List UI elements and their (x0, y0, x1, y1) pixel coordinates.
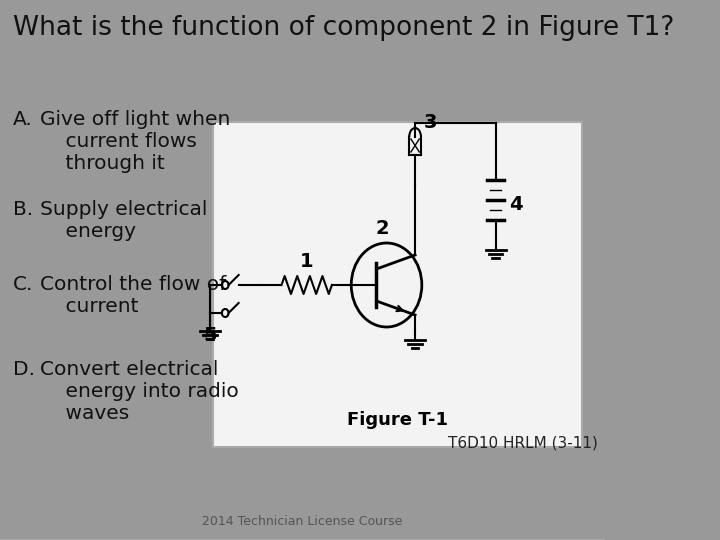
Text: Give off light when
    current flows
    through it: Give off light when current flows throug… (40, 110, 230, 173)
Text: 4: 4 (509, 195, 523, 214)
Text: Figure T-1: Figure T-1 (347, 411, 448, 429)
Text: Supply electrical
    energy: Supply electrical energy (40, 200, 207, 241)
Text: 2: 2 (376, 219, 389, 238)
Bar (212, 122, 582, 447)
Text: What is the function of component 2 in Figure T1?: What is the function of component 2 in F… (13, 15, 674, 41)
Text: Convert electrical
    energy into radio
    waves: Convert electrical energy into radio wav… (40, 360, 239, 423)
Text: A.: A. (13, 110, 32, 129)
Text: 5: 5 (203, 326, 217, 345)
Text: 1: 1 (300, 252, 313, 271)
Text: B.: B. (13, 200, 32, 219)
Text: C.: C. (13, 275, 33, 294)
Text: 2014 Technician License Course: 2014 Technician License Course (202, 515, 402, 528)
Text: Control the flow of
    current: Control the flow of current (40, 275, 227, 316)
Text: 3: 3 (423, 113, 437, 132)
Text: D.: D. (13, 360, 35, 379)
Text: T6D10 HRLM (3-11): T6D10 HRLM (3-11) (449, 435, 598, 450)
